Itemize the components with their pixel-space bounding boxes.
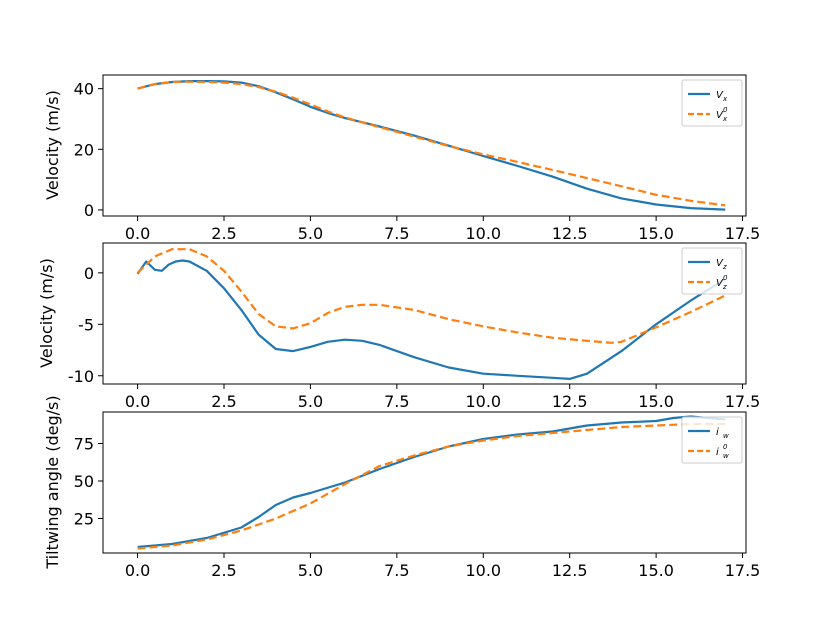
actual-series-line (137, 79, 726, 211)
legend-box (681, 416, 743, 464)
legend-label-sub: w (723, 432, 729, 440)
legend-box (681, 79, 743, 127)
legend-label-sub: x (722, 115, 728, 123)
y-axis-ticks: 25 50 75 (74, 435, 103, 529)
legend-label-sub: z (722, 283, 727, 291)
series-lines (137, 415, 726, 550)
legend-label-sup: 0 (723, 443, 728, 451)
x-axis-ticks: 0.0 2.5 5.0 7.5 10.0 12.5 15.0 17.5 (125, 384, 761, 411)
x-tick-label: 17.5 (725, 392, 761, 411)
legend-box (681, 247, 743, 295)
x-tick-label: 12.5 (552, 224, 588, 243)
plot-frame (102, 74, 747, 217)
y-tick-label: 25 (74, 510, 94, 529)
legend-label-sub: x (722, 95, 728, 103)
reference-series-line (136, 248, 726, 344)
x-tick-label: 10.0 (465, 561, 501, 580)
x-tick-label: 7.5 (384, 561, 409, 580)
y-tick-label: 20 (74, 140, 94, 159)
legend-label: i (716, 427, 719, 438)
x-tick-label: 0.0 (125, 224, 150, 243)
reference-series-line (137, 80, 726, 207)
x-tick-label: 15.0 (638, 561, 674, 580)
x-tick-label: 5.0 (298, 561, 323, 580)
x-tick-label: 5.0 (298, 224, 323, 243)
velocity-z-panel: 0.0 2.5 5.0 7.5 10.0 12.5 15.0 17.5 0 -5 -10 Velo… (37, 242, 761, 411)
series-lines (136, 248, 726, 380)
y-axis-label: Velocity (m/s) (43, 90, 62, 200)
legend-label: V (716, 258, 724, 269)
x-tick-label: 7.5 (384, 224, 409, 243)
actual-series-line (137, 415, 726, 549)
legend: i wi 0w (681, 416, 743, 464)
legend-label-sup: 0 (723, 274, 728, 282)
velocity-x-panel: 0.0 2.5 5.0 7.5 10.0 12.5 15.0 17.5 0 20 40 Veloc… (43, 74, 761, 243)
legend-label: V (716, 110, 724, 121)
legend-label: V (716, 278, 724, 289)
series-lines (137, 79, 726, 211)
plot-frame (102, 242, 747, 385)
legend-label-sub: w (723, 452, 729, 460)
legend-label-sup: 0 (723, 106, 728, 114)
x-tick-label: 0.0 (125, 392, 150, 411)
y-axis-ticks: 0 20 40 (74, 80, 103, 220)
x-tick-label: 15.0 (638, 224, 674, 243)
legend-label: i (716, 447, 719, 458)
y-tick-label: 40 (74, 80, 94, 99)
y-tick-label: 50 (74, 472, 94, 491)
x-tick-label: 0.0 (125, 561, 150, 580)
x-tick-label: 2.5 (211, 224, 236, 243)
x-tick-label: 7.5 (384, 392, 409, 411)
y-tick-label: 75 (74, 435, 94, 454)
x-tick-label: 12.5 (552, 561, 588, 580)
x-axis-ticks: 0.0 2.5 5.0 7.5 10.0 12.5 15.0 17.5 (125, 553, 761, 580)
y-tick-label: -10 (68, 367, 94, 386)
x-tick-label: 12.5 (552, 392, 588, 411)
plot-frame (102, 411, 747, 554)
x-tick-label: 10.0 (465, 224, 501, 243)
y-axis-label: Tiltwing angle (deg/s) (43, 395, 62, 569)
tiltwing-angle-panel: 0.0 2.5 5.0 7.5 10.0 12.5 15.0 17.5 25 50 75 Tilt… (43, 395, 760, 580)
legend-label: V (716, 90, 724, 101)
x-tick-label: 10.0 (465, 392, 501, 411)
x-tick-label: 5.0 (298, 392, 323, 411)
reference-series-line (137, 422, 726, 550)
x-tick-label: 17.5 (725, 561, 761, 580)
x-tick-label: 2.5 (211, 392, 236, 411)
y-axis-label: Velocity (m/s) (37, 258, 56, 368)
y-tick-label: 0 (84, 264, 94, 283)
x-tick-label: 17.5 (725, 224, 761, 243)
legend-label-sub: z (722, 263, 727, 271)
y-tick-label: -5 (78, 315, 94, 334)
x-tick-label: 15.0 (638, 392, 674, 411)
actual-series-line (136, 259, 726, 380)
x-axis-ticks: 0.0 2.5 5.0 7.5 10.0 12.5 15.0 17.5 (125, 216, 761, 243)
y-tick-label: 0 (84, 201, 94, 220)
x-tick-label: 2.5 (211, 561, 236, 580)
y-axis-ticks: 0 -5 -10 (68, 264, 103, 386)
